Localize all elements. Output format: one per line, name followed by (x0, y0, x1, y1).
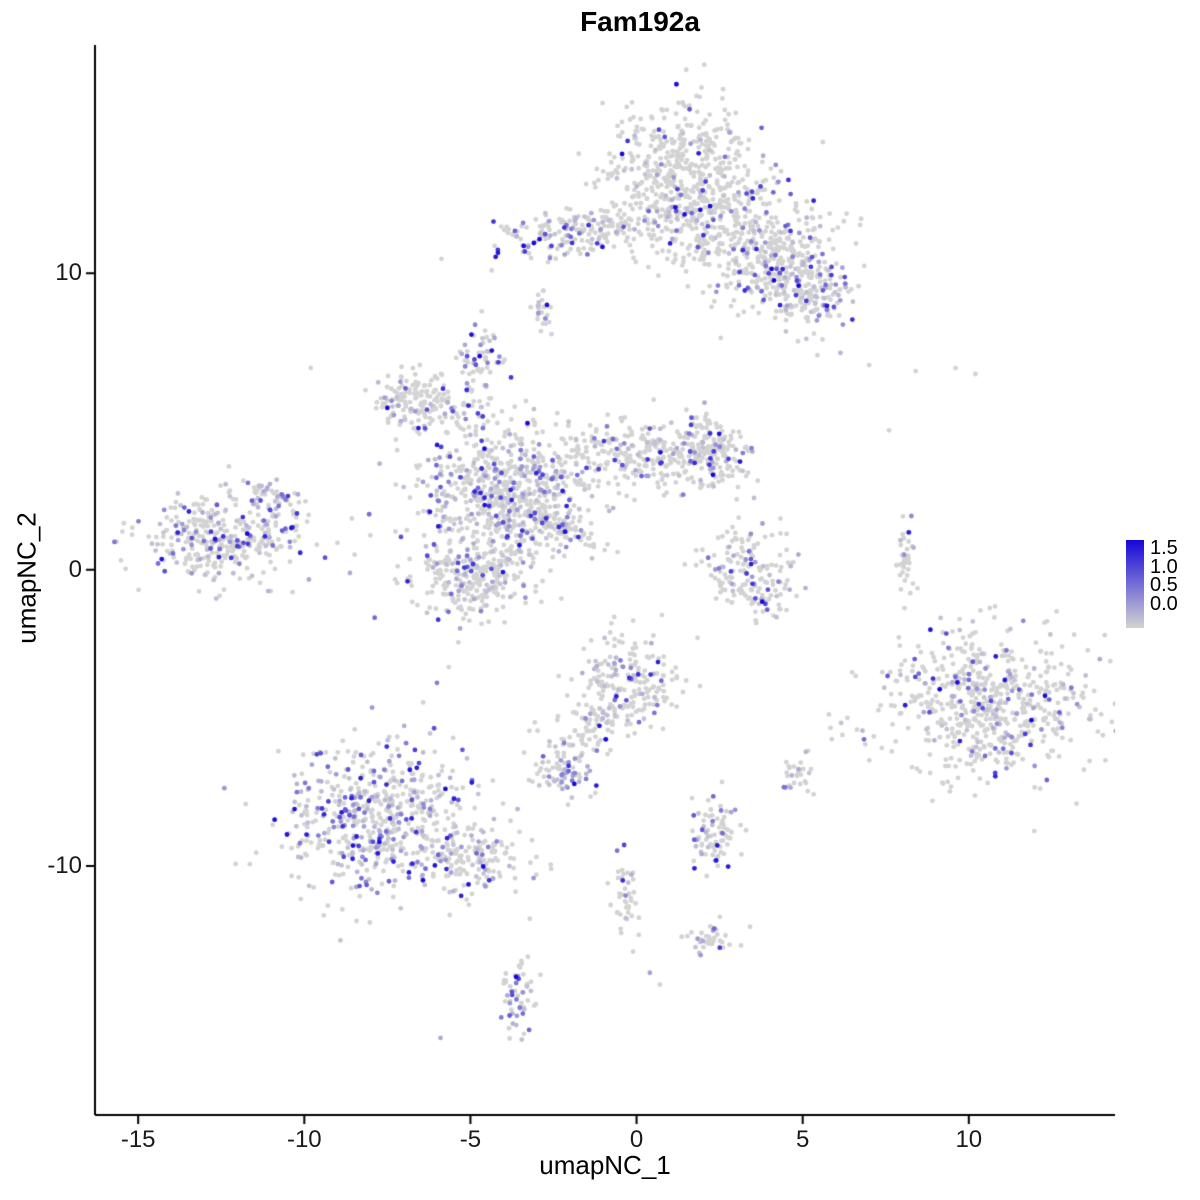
legend-colorbar (1126, 540, 1144, 628)
x-tick-label: -15 (120, 1126, 156, 1153)
x-tick-label: -10 (286, 1126, 322, 1153)
x-tick-label: -5 (459, 1126, 482, 1153)
legend-tick-label: 0.5 (1150, 574, 1178, 596)
x-tick-label: 0 (629, 1126, 644, 1153)
x-tick-label: 5 (795, 1126, 810, 1153)
legend-tick-label: 0.0 (1150, 592, 1178, 615)
expression-legend: 1.5 1.0 0.5 0.0 (1126, 537, 1200, 640)
plot-title: Fam192a (580, 6, 700, 37)
legend-tick-labels: 1.5 1.0 0.5 0.0 (1150, 537, 1200, 640)
legend-tick-label: 1.0 (1150, 555, 1178, 578)
x-tick-label: 10 (955, 1126, 983, 1153)
y-tick-label: -10 (47, 852, 82, 880)
x-axis-label: umapNC_1 (539, 1150, 671, 1180)
y-tick-label: 0 (68, 555, 82, 583)
y-tick-label: 10 (55, 259, 82, 287)
legend-tick-label: 1.5 (1150, 537, 1178, 559)
